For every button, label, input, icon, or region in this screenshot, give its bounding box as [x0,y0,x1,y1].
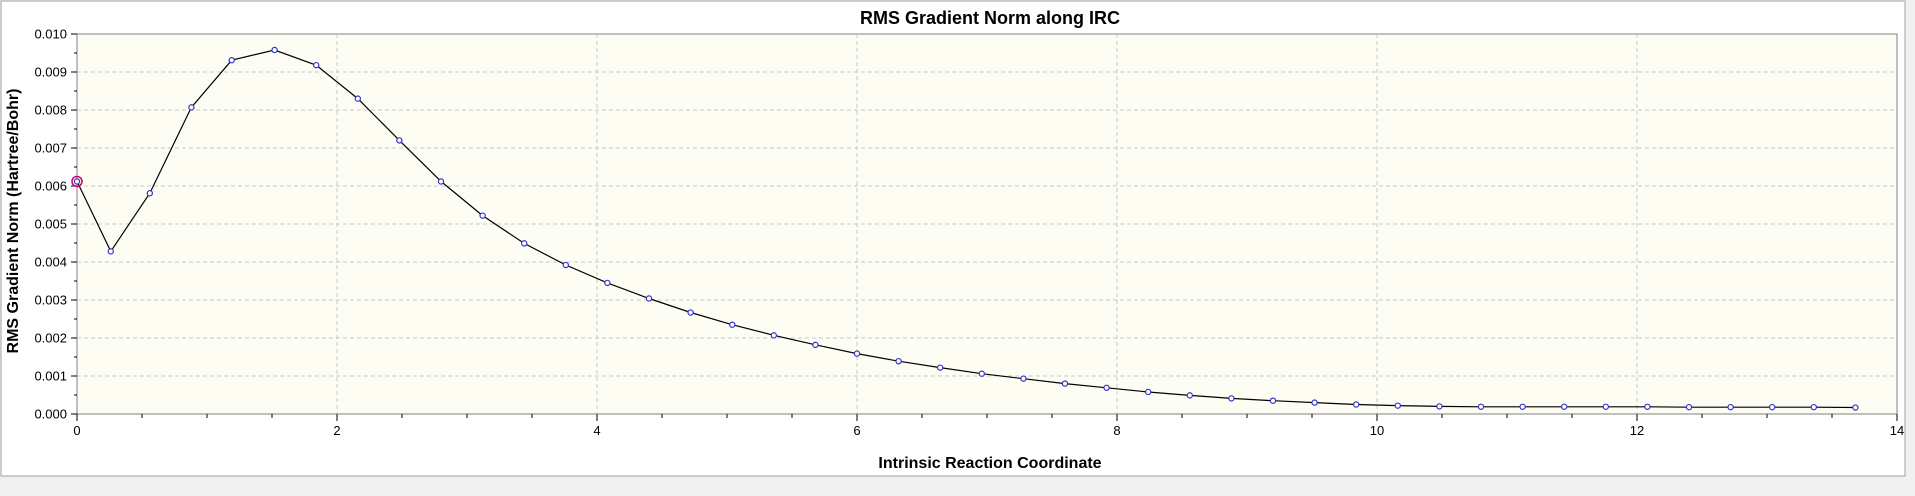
data-point [521,240,528,247]
series-line [76,49,1856,409]
y-tick-label: 0.007 [34,141,67,156]
data-point [1644,403,1651,410]
grid-layer [77,34,1897,414]
data-point [1394,402,1402,409]
data-point [770,332,778,339]
data-point [1144,388,1152,396]
data-point [479,212,486,219]
y-tick-label: 0.000 [34,407,67,422]
chart-title: RMS Gradient Norm along IRC [860,8,1120,28]
data-point [1103,384,1110,391]
data-point [73,178,81,185]
x-tick-label: 6 [853,423,860,438]
data-point [1477,403,1485,410]
data-point [1810,403,1818,411]
y-tick-label: 0.005 [34,217,67,232]
data-point [1768,403,1776,411]
data-point [228,57,235,64]
x-tick-label: 0 [73,423,80,438]
x-tick-label: 2 [333,423,340,438]
axis-layer: 0 2 4 6 8 10 12 14 0.000 0.001 0.002 0.003 0.004 0.00… [34,27,1904,439]
data-point [1228,395,1235,402]
data-point [562,261,570,269]
data-point [604,279,611,287]
data-point [313,61,320,69]
data-point [437,178,445,185]
x-tick-label: 14 [1890,423,1904,438]
data-point [1020,375,1027,382]
data-point [1519,403,1526,410]
y-tick-label: 0.004 [34,255,67,270]
data-point [645,295,653,302]
data-point [1061,380,1069,387]
data-point [1311,399,1318,406]
y-tick-label: 0.001 [34,369,67,384]
data-point [895,357,902,365]
data-point [1560,403,1568,410]
data-point [1186,392,1194,399]
data-point [853,350,861,357]
x-tick-label: 8 [1113,423,1120,438]
data-point [188,104,195,111]
series-layer [71,46,1859,411]
highlighted-point [71,175,83,188]
x-tick-label: 10 [1370,423,1384,438]
data-point [107,248,115,255]
y-tick-label: 0.009 [34,65,67,80]
data-point [729,321,736,328]
x-tick-label: 4 [593,423,600,438]
y-tick-label: 0.002 [34,331,67,346]
data-point [1685,403,1693,411]
data-point [1436,403,1443,410]
data-point [1269,397,1277,404]
data-point [937,364,944,371]
data-point [1352,401,1360,408]
y-tick-label: 0.003 [34,293,67,308]
data-point [978,370,986,377]
y-tick-label: 0.010 [34,27,67,42]
y-tick-label: 0.006 [34,179,67,194]
data-point [354,95,361,102]
y-axis-label: RMS Gradient Norm (Hartree/Bohr) [5,89,22,354]
x-tick-label: 12 [1630,423,1644,438]
data-point [271,46,278,54]
y-tick-label: 0.008 [34,103,67,118]
data-point [396,137,403,144]
data-point [146,190,153,197]
data-point [1602,403,1610,410]
data-point [1727,403,1734,411]
x-axis-label: Intrinsic Reaction Coordinate [878,455,1101,472]
data-point [687,309,694,316]
data-point [812,341,819,349]
data-point [1852,404,1859,411]
